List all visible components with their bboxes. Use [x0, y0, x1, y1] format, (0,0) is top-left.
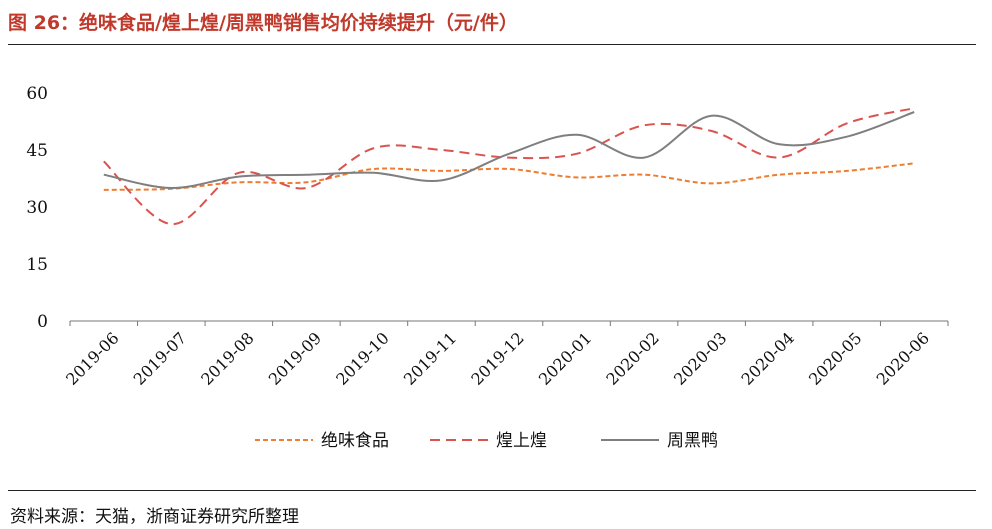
- legend-label-3: 周黑鸭: [667, 431, 718, 451]
- x-tick-label: 2020-01: [535, 328, 595, 388]
- series-line-2: [103, 107, 915, 226]
- y-tick-label: 30: [26, 198, 48, 218]
- series-line-3: [103, 111, 915, 190]
- x-tick-label: 2019-08: [197, 328, 257, 388]
- x-tick-label: 2019-06: [62, 328, 122, 388]
- x-axis-ticks: 2019-06 2019-07 2019-08 2019-09 2019-10 2019-…: [62, 321, 949, 389]
- figure-title: 图 26：绝味食品/煌上煌/周黑鸭销售均价持续提升（元/件）: [8, 12, 518, 34]
- y-tick-label: 0: [37, 312, 48, 332]
- x-tick-label: 2020-06: [873, 328, 933, 388]
- x-tick-label: 2020-03: [670, 328, 730, 388]
- x-tick-label: 2020-02: [602, 328, 662, 388]
- title-divider: [8, 44, 976, 45]
- y-tick-label: 15: [26, 255, 48, 275]
- x-tick-label: 2020-04: [738, 328, 798, 388]
- series-lines: [103, 107, 915, 226]
- x-tick-label: 2020-05: [805, 328, 865, 388]
- x-tick-label: 2019-07: [130, 328, 190, 388]
- legend-label-1: 绝味食品: [321, 431, 389, 451]
- y-tick-label: 60: [26, 84, 48, 104]
- series-line-1: [103, 162, 915, 191]
- source-divider: [8, 490, 976, 491]
- y-axis-ticks: 0 15 30 45 60: [26, 84, 48, 332]
- chart-legend: 绝味食品 煌上煌 周黑鸭: [255, 431, 718, 451]
- source-note: 资料来源：天猫，浙商证券研究所整理: [10, 507, 299, 527]
- x-tick-label: 2019-10: [332, 328, 392, 388]
- y-tick-label: 45: [26, 141, 48, 161]
- x-tick-label: 2019-12: [467, 328, 527, 388]
- legend-label-2: 煌上煌: [496, 431, 547, 451]
- x-tick-label: 2019-11: [400, 328, 460, 388]
- x-tick-label: 2019-09: [265, 328, 325, 388]
